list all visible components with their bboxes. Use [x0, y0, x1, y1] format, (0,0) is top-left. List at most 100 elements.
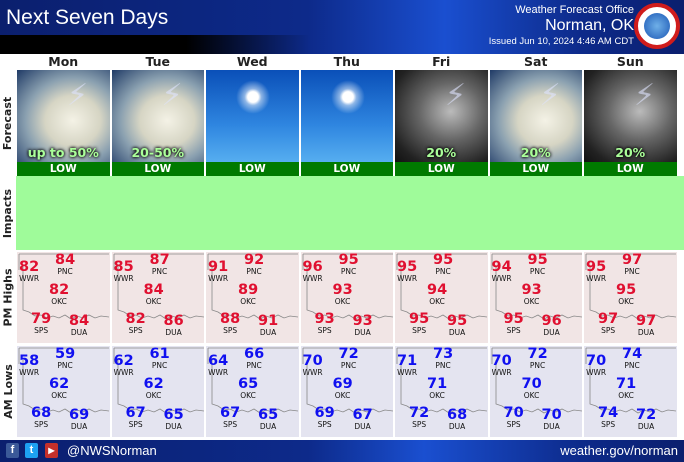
lows-map: 70 WWR 72 PNC 70 OKC 70 SPS 70 DUA [489, 346, 582, 437]
temperature-value: 70 [541, 407, 562, 423]
highs-cell: 95 WWR 95 PNC 94 OKC 95 SPS 95 DUA [394, 252, 489, 343]
temperature-value: 82 [125, 311, 146, 327]
temperature-value: 95 [447, 313, 468, 329]
temperature-value: 91 [258, 313, 279, 329]
station-code: WWR [19, 273, 40, 283]
station-dua: 65 DUA [258, 408, 278, 430]
impacts-label-text: Impacts [1, 188, 15, 238]
highs-map: 82 WWR 84 PNC 82 OKC 79 SPS 84 DUA [17, 252, 110, 343]
station-pnc: 61 PNC [150, 347, 170, 369]
highs-map: 91 WWR 92 PNC 89 OKC 88 SPS 91 DUA [206, 252, 299, 343]
oklahoma-outline [113, 347, 204, 414]
temperature-value: 93 [332, 282, 353, 298]
highs-cell: 91 WWR 92 PNC 89 OKC 88 SPS 91 DUA [205, 252, 300, 343]
lows-cell: 58 WWR 59 PNC 62 OKC 68 SPS 69 DUA [16, 346, 111, 437]
station-code: SPS [34, 325, 49, 335]
footer: f t ▶ @NWSNorman weather.gov/norman [0, 440, 684, 462]
impact-level-badge: LOW [300, 162, 393, 176]
station-code: SPS [601, 325, 616, 335]
temperature-value: 72 [636, 407, 657, 423]
station-code: SPS [412, 419, 427, 429]
forecast-cell: ⚡ up to 50% LOW [16, 70, 111, 176]
station-code: DUA [543, 421, 560, 431]
station-code: SPS [223, 419, 238, 429]
station-dua: 86 DUA [164, 314, 184, 336]
station-pnc: 72 PNC [339, 347, 359, 369]
lows-map: 70 WWR 74 PNC 71 OKC 74 SPS 72 DUA [584, 346, 677, 437]
station-code: OKC [523, 296, 540, 306]
station-pnc: 73 PNC [433, 347, 453, 369]
temperature-value: 58 [19, 353, 40, 369]
sunny-icon [206, 70, 299, 162]
oklahoma-outline [207, 347, 299, 414]
station-okc: 65 OKC [238, 377, 258, 399]
station-code: WWR [208, 367, 229, 377]
station-code: WWR [208, 273, 229, 283]
temperature-value: 69 [332, 376, 353, 392]
temperature-value: 86 [163, 313, 184, 329]
temperature-value: 84 [69, 313, 90, 329]
station-code: WWR [302, 367, 323, 377]
temperature-value: 95 [527, 252, 548, 268]
lows-cell: 70 WWR 74 PNC 71 OKC 74 SPS 72 DUA [583, 346, 678, 437]
facebook-icon[interactable]: f [6, 443, 19, 458]
temperature-value: 95 [503, 311, 524, 327]
youtube-icon[interactable]: ▶ [45, 443, 58, 458]
highs-map: 96 WWR 95 PNC 93 OKC 93 SPS 93 DUA [300, 252, 393, 343]
station-code: SPS [223, 325, 238, 335]
station-code: OKC [429, 390, 445, 400]
station-code: OKC [145, 390, 162, 400]
station-dua: 97 DUA [636, 314, 656, 336]
station-code: WWR [302, 273, 323, 283]
temperature-value: 62 [113, 353, 134, 369]
station-wwr: 94 WWR [492, 260, 512, 282]
precip-chance: 20% [426, 145, 457, 160]
station-wwr: 64 WWR [208, 354, 228, 376]
station-code: PNC [340, 360, 357, 370]
oklahoma-outline [396, 347, 488, 414]
station-code: PNC [435, 360, 451, 370]
station-code: DUA [637, 421, 655, 431]
station-pnc: 92 PNC [244, 253, 264, 275]
oklahoma-outline [113, 253, 204, 320]
station-code: OKC [51, 296, 67, 306]
temperature-value: 95 [616, 282, 637, 298]
temperature-value: 67 [220, 405, 241, 421]
station-okc: 94 OKC [427, 283, 447, 305]
station-wwr: 91 WWR [208, 260, 228, 282]
highs-cell: 95 WWR 97 PNC 95 OKC 97 SPS 97 DUA [583, 252, 678, 343]
forecast-label-text: Forecast [1, 96, 15, 150]
station-code: WWR [491, 273, 512, 283]
social-handle[interactable]: @NWSNorman [67, 443, 157, 458]
station-okc: 93 OKC [333, 283, 353, 305]
temperature-value: 89 [238, 282, 259, 298]
temperature-value: 88 [220, 311, 241, 327]
station-dua: 95 DUA [447, 314, 467, 336]
station-code: PNC [246, 266, 262, 276]
station-code: WWR [397, 273, 418, 283]
temperature-value: 62 [143, 376, 164, 392]
station-dua: 68 DUA [447, 408, 467, 430]
impact-level-badge: LOW [17, 162, 110, 176]
temperature-value: 74 [598, 405, 619, 421]
forecast-cell: LOW [300, 70, 395, 176]
sun-icon [236, 80, 270, 114]
temperature-value: 97 [636, 313, 657, 329]
twitter-icon[interactable]: t [25, 443, 38, 458]
lows-cell: 70 WWR 72 PNC 70 OKC 70 SPS 70 DUA [489, 346, 584, 437]
impacts-area [16, 176, 684, 250]
temperature-value: 72 [527, 346, 548, 362]
highs-cell: 85 WWR 87 PNC 84 OKC 82 SPS 86 DUA [111, 252, 206, 343]
website-link[interactable]: weather.gov/norman [560, 443, 678, 458]
oklahoma-outline [491, 347, 582, 414]
lows-row-label: AM Lows [0, 346, 16, 437]
station-okc: 62 OKC [144, 377, 164, 399]
sun-icon [330, 80, 365, 114]
station-dua: 96 DUA [542, 314, 562, 336]
station-code: PNC [529, 360, 546, 370]
temperature-value: 95 [586, 259, 607, 275]
station-code: SPS [317, 419, 332, 429]
temperature-value: 69 [314, 405, 335, 421]
precip-chance: up to 50% [27, 145, 99, 160]
station-code: DUA [637, 327, 655, 337]
